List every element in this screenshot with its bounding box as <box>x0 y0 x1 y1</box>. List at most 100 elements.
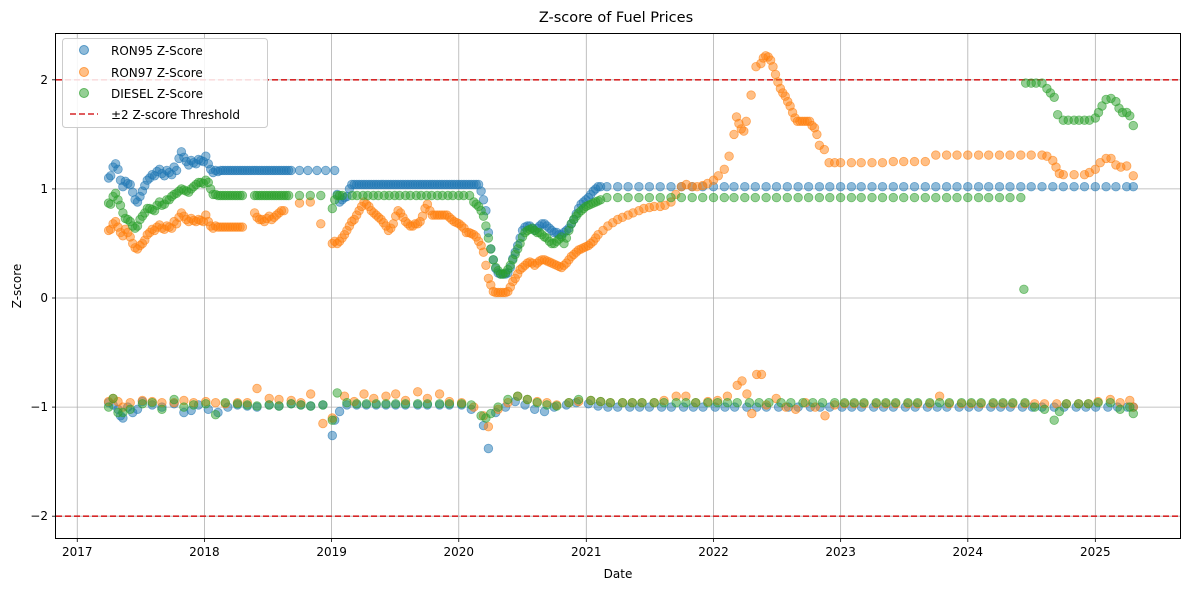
diesel-z-score-point <box>839 398 850 408</box>
x-tick-label: 2023 <box>825 545 856 559</box>
legend-marker-ron95 <box>79 45 89 55</box>
diesel-z-score-point <box>391 399 401 409</box>
diesel-z-score-point <box>712 398 723 408</box>
ron95-z-score-point <box>825 181 835 192</box>
ron95-z-score-point <box>994 181 1005 192</box>
ron95-z-score-point <box>478 195 489 205</box>
ron95-z-score-point <box>113 164 123 175</box>
ron95-z-score-point <box>856 181 866 192</box>
ron97-z-score-point <box>952 150 962 160</box>
ron95-z-score-point <box>782 181 793 192</box>
ron95-z-score-point <box>666 181 676 192</box>
ron95-z-score-point <box>931 181 941 192</box>
diesel-z-score-point <box>210 410 221 420</box>
diesel-z-score-point <box>835 192 846 203</box>
ron95-z-score-point <box>655 181 665 192</box>
ron95-z-score-point <box>105 171 116 181</box>
diesel-z-score-point <box>486 408 496 419</box>
diesel-z-score-point <box>732 398 742 408</box>
diesel-z-score-point <box>782 192 793 203</box>
diesel-z-score-point <box>413 399 423 409</box>
ron95-z-score-point <box>634 181 644 192</box>
diesel-z-score-point <box>846 192 857 203</box>
diesel-z-score-point <box>296 400 306 410</box>
diesel-z-score-point <box>776 398 786 408</box>
diesel-z-score-point <box>1115 404 1125 415</box>
diesel-z-score-point <box>1039 404 1050 415</box>
diesel-z-score-point <box>1093 398 1103 408</box>
diesel-z-score-point <box>1008 398 1018 408</box>
diesel-z-score-point <box>422 399 433 409</box>
diesel-z-score-point <box>147 398 157 408</box>
ron97-z-score-point <box>719 164 730 175</box>
diesel-z-score-point <box>342 398 352 408</box>
diesel-z-score-point <box>859 398 869 408</box>
diesel-z-score-point <box>605 398 616 408</box>
diesel-z-score-point <box>944 398 955 408</box>
ron95-z-score-point <box>899 181 909 192</box>
ron95-z-score-point <box>294 165 305 176</box>
diesel-z-score-point <box>793 192 803 203</box>
ron95-z-score-point <box>729 181 739 192</box>
ron95-z-score-point <box>1128 181 1139 192</box>
ron97-z-score-point <box>899 156 909 167</box>
ron97-z-score-point <box>729 129 739 140</box>
diesel-z-score-point <box>1083 399 1094 409</box>
diesel-z-score-point <box>973 192 984 203</box>
ron95-z-score-point <box>1048 181 1058 192</box>
diesel-z-score-point <box>676 192 687 203</box>
diesel-z-score-point <box>998 398 1008 408</box>
ron97-z-score-point <box>888 156 899 167</box>
x-tick-label: 2019 <box>316 545 347 559</box>
ron95-z-score-point <box>1079 181 1090 192</box>
ron97-z-score-point <box>739 126 749 136</box>
diesel-z-score-point <box>888 192 899 203</box>
ron97-z-score-point <box>1090 164 1101 175</box>
diesel-z-score-point <box>522 394 533 405</box>
diesel-z-score-point <box>798 398 808 408</box>
diesel-z-score-point <box>1049 92 1059 103</box>
diesel-z-score-point <box>649 398 659 408</box>
diesel-z-score-point <box>493 402 503 412</box>
ron95-z-score-point <box>1058 181 1069 192</box>
ron97-z-score-point <box>768 61 778 72</box>
diesel-z-score-point <box>934 398 945 408</box>
diesel-z-score-point <box>232 399 243 409</box>
diesel-z-score-point <box>456 399 467 409</box>
diesel-z-score-point <box>617 398 628 408</box>
ron97-z-score-point <box>931 150 941 160</box>
ron97-z-score-point <box>973 150 984 160</box>
diesel-z-score-point <box>623 192 633 203</box>
diesel-z-score-point <box>963 192 973 203</box>
ron97-z-score-point <box>756 369 767 380</box>
legend-marker-diesel <box>79 88 89 98</box>
diesel-z-score-point <box>125 404 135 415</box>
ron95-z-score-point <box>750 181 761 192</box>
ron95-z-score-point <box>334 406 345 417</box>
legend-label-ron95: RON95 Z-Score <box>111 44 203 58</box>
ron97-z-score-point <box>306 389 316 399</box>
diesel-z-score-point <box>103 402 114 412</box>
ron97-z-score-point <box>994 150 1005 160</box>
diesel-z-score-point <box>434 399 445 409</box>
ron95-z-score-point <box>125 179 135 190</box>
diesel-z-score-point <box>644 192 655 203</box>
ron95-z-score-point <box>330 165 340 176</box>
diesel-z-score-point <box>637 398 647 408</box>
ron95-z-score-point <box>286 165 296 176</box>
ron95-z-score-point <box>1111 181 1121 192</box>
diesel-z-score-point <box>327 203 338 214</box>
diesel-z-score-point <box>1005 192 1015 203</box>
diesel-z-score-point <box>1054 406 1065 417</box>
x-tick-label: 2024 <box>953 545 984 559</box>
ron95-z-score-point <box>1069 181 1079 192</box>
ron97-z-score-point <box>920 156 931 167</box>
ron95-z-score-point <box>740 181 750 192</box>
diesel-z-score-point <box>552 401 562 411</box>
ron97-z-score-point <box>724 151 734 161</box>
ron97-z-score-point <box>819 144 830 155</box>
diesel-z-score-point <box>956 398 967 408</box>
ron95-z-score-point <box>835 181 846 192</box>
ron95-z-score-point <box>973 181 984 192</box>
ron95-z-score-point <box>984 181 994 192</box>
